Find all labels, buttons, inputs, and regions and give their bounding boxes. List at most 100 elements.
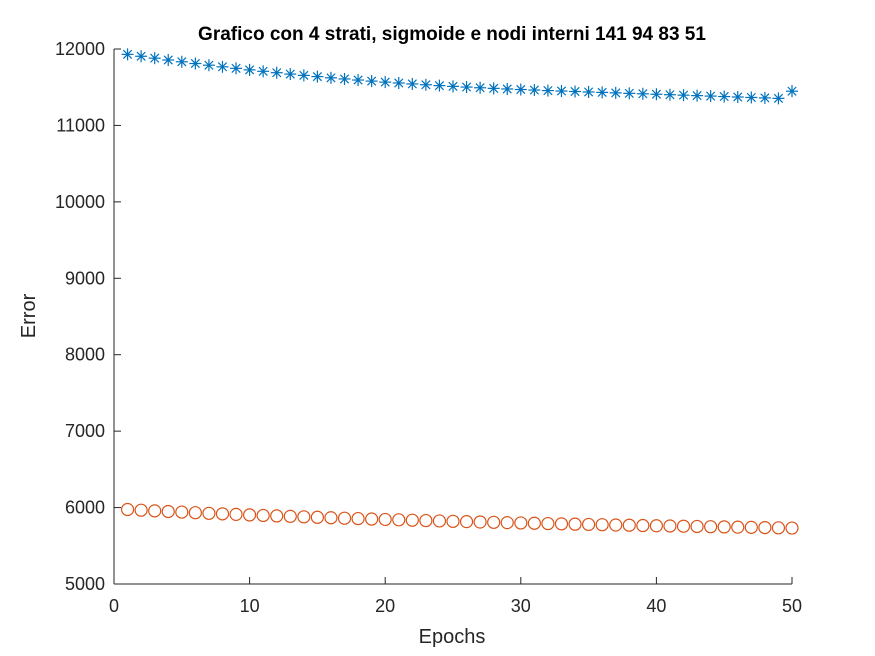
- data-point: [311, 70, 324, 83]
- data-point: [215, 507, 230, 521]
- data-point: [351, 511, 365, 526]
- data-point: [175, 505, 189, 519]
- y-tick-label: 11000: [56, 115, 105, 135]
- x-axis: 0 10 20 30 40 50: [109, 577, 802, 616]
- data-point: [650, 88, 663, 101]
- data-point: [527, 516, 541, 530]
- data-point: [473, 515, 487, 529]
- data-point: [352, 74, 365, 87]
- data-point: [717, 520, 731, 534]
- data-point: [202, 59, 215, 72]
- data-point: [297, 510, 311, 524]
- x-tick-label: 10: [240, 596, 260, 616]
- data-point: [514, 516, 528, 530]
- data-point: [432, 514, 447, 528]
- data-point: [283, 509, 297, 523]
- data-point: [622, 518, 636, 532]
- y-tick-label: 7000: [65, 421, 105, 441]
- data-point: [134, 503, 148, 517]
- data-point: [270, 509, 284, 523]
- data-point: [230, 62, 243, 75]
- y-axis-label: Error: [18, 293, 40, 338]
- data-point: [528, 84, 541, 97]
- data-point: [474, 81, 487, 94]
- data-point: [135, 50, 148, 63]
- y-axis: 5000 6000 7000 8000 9000 10000 11000 12000: [55, 39, 121, 594]
- data-point: [121, 48, 134, 61]
- data-point: [257, 65, 270, 78]
- data-point: [270, 66, 283, 79]
- data-point: [541, 516, 555, 531]
- data-point: [284, 68, 297, 81]
- data-point: [433, 79, 446, 92]
- data-point: [202, 506, 216, 520]
- data-point: [676, 519, 691, 533]
- data-point: [447, 80, 459, 93]
- y-tick-label: 9000: [65, 268, 105, 288]
- chart-title: Grafico con 4 strati, sigmoide e nodi in…: [198, 24, 706, 45]
- data-point: [229, 507, 243, 521]
- data-point: [446, 514, 460, 528]
- x-tick-label: 40: [646, 596, 666, 616]
- data-point: [744, 520, 758, 534]
- data-point: [161, 504, 175, 519]
- y-tick-label: 10000: [55, 192, 105, 212]
- data-point: [419, 513, 433, 528]
- data-point: [609, 518, 623, 532]
- data-point: [338, 72, 351, 85]
- y-tick-label: 12000: [55, 39, 105, 59]
- data-point: [487, 82, 500, 95]
- data-point: [581, 517, 596, 532]
- data-point: [406, 77, 419, 90]
- data-point: [392, 77, 405, 90]
- data-point: [379, 76, 392, 89]
- data-point: [500, 516, 514, 530]
- data-point: [663, 519, 677, 533]
- data-point: [487, 515, 501, 529]
- data-point: [189, 57, 202, 70]
- data-point: [459, 515, 474, 529]
- data-point: [745, 91, 758, 104]
- series-2: [120, 502, 799, 535]
- data-point: [337, 511, 352, 525]
- data-point: [162, 54, 175, 67]
- data-point: [148, 52, 161, 65]
- data-point: [148, 504, 162, 518]
- data-point: [243, 508, 257, 522]
- y-tick-label: 6000: [65, 498, 105, 518]
- data-point: [365, 512, 379, 526]
- x-tick-label: 20: [375, 596, 395, 616]
- data-point: [256, 508, 270, 523]
- data-point: [786, 85, 798, 98]
- data-point: [188, 506, 202, 520]
- data-point: [636, 87, 649, 100]
- data-point: [378, 512, 392, 527]
- y-tick-label: 5000: [65, 574, 105, 594]
- data-point: [677, 89, 690, 102]
- data-point: [568, 517, 582, 531]
- data-point: [596, 86, 609, 99]
- x-tick-label: 50: [782, 596, 802, 616]
- data-point: [365, 75, 378, 88]
- data-point: [582, 85, 595, 98]
- data-point: [324, 511, 338, 525]
- data-point: [636, 518, 650, 533]
- data-point: [175, 55, 188, 68]
- data-point: [514, 83, 527, 96]
- data-point: [216, 60, 229, 73]
- data-point: [704, 520, 718, 534]
- data-point: [772, 92, 785, 105]
- data-point: [595, 518, 609, 532]
- data-point: [541, 84, 554, 97]
- data-point: [460, 81, 473, 94]
- x-axis-label: Epochs: [419, 626, 486, 648]
- data-point: [609, 86, 622, 99]
- data-point: [704, 90, 717, 103]
- data-point: [555, 85, 568, 98]
- data-point: [310, 510, 324, 524]
- data-point: [419, 78, 432, 91]
- data-point: [120, 502, 135, 517]
- y-tick-label: 8000: [65, 345, 105, 365]
- x-tick-label: 30: [511, 596, 531, 616]
